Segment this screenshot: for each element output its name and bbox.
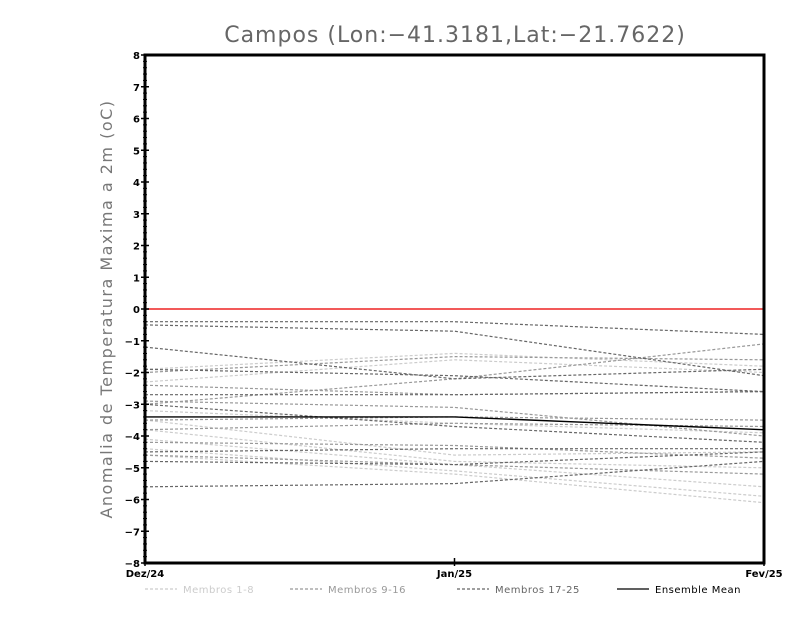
y-tick-label: 1 [133,273,140,284]
series-line-membros-9-16-4 [144,416,765,421]
series-line-membros-1-8-7 [144,454,765,504]
legend-label-membros-9-16: Membros 9-16 [328,585,406,596]
series-line-membros-9-16-8 [144,400,765,437]
y-axis-label: Anomalia de Temperatura Maxima a 2m (oC) [97,99,116,518]
series-line-membros-9-16-5 [144,441,765,459]
series-line-membros-17-25-8 [144,460,765,488]
series-line-membros-1-8-8 [144,410,765,434]
y-tick-label: −7 [125,527,140,538]
plot-lines [144,308,765,504]
series-line-membros-17-25-6 [144,403,765,443]
series-line-membros-17-25-5 [145,391,765,396]
series-line-membros-9-16-3 [144,355,765,374]
series-line-membros-17-25-1 [145,321,765,335]
y-tick-label: 5 [133,146,140,157]
y-tick-label: 2 [133,242,140,253]
series-line-membros-9-16-6 [144,454,765,475]
series-line-membros-17-25-4 [144,368,765,393]
y-tick-label: −3 [125,400,140,411]
series-line-membros-1-8-3 [144,419,765,456]
y-tick-label: 4 [133,178,140,189]
series-line-ensemble-mean-1 [145,416,765,431]
series-line-membros-1-8-5 [144,438,765,488]
y-tick-label: 0 [133,305,140,316]
legend-label-membros-1-8: Membros 1-8 [183,585,254,596]
series-line-membros-1-8-1 [144,352,765,370]
legend-label-membros-17-25: Membros 17-25 [495,585,580,596]
y-tick-label: −6 [125,496,140,507]
series-line-membros-17-25-9 [144,448,764,453]
x-tick-label: Dez/24 [126,569,165,580]
y-tick-label: −2 [125,369,140,380]
y-tick-label: −1 [125,337,140,348]
y-tick-label: 7 [133,83,140,94]
y-tick-label: −8 [125,559,140,570]
y-tick-label: −4 [125,432,140,443]
y-tick-label: −5 [125,464,140,475]
x-tick-label: Fev/25 [745,569,782,580]
x-tick-label: Jan/25 [436,569,472,580]
legend: Membros 1-8 Membros 9-16 Membros 17-25 Ense… [145,585,741,596]
y-tick-label: 3 [133,210,140,221]
legend-label-ensemble-mean: Ensemble Mean [655,585,741,596]
series-line-membros-17-25-3 [144,346,765,380]
series-line-membros-1-8-6 [144,448,765,497]
series-line-membros-1-8-2 [144,359,765,383]
series-line-membros-1-8-4 [144,429,765,469]
y-tick-label: 6 [133,115,140,126]
chart-title: Campos (Lon:−41.3181,Lat:−21.7622) [224,23,686,48]
y-tick-label: 8 [133,51,140,62]
series-line-membros-17-25-7 [144,451,765,466]
